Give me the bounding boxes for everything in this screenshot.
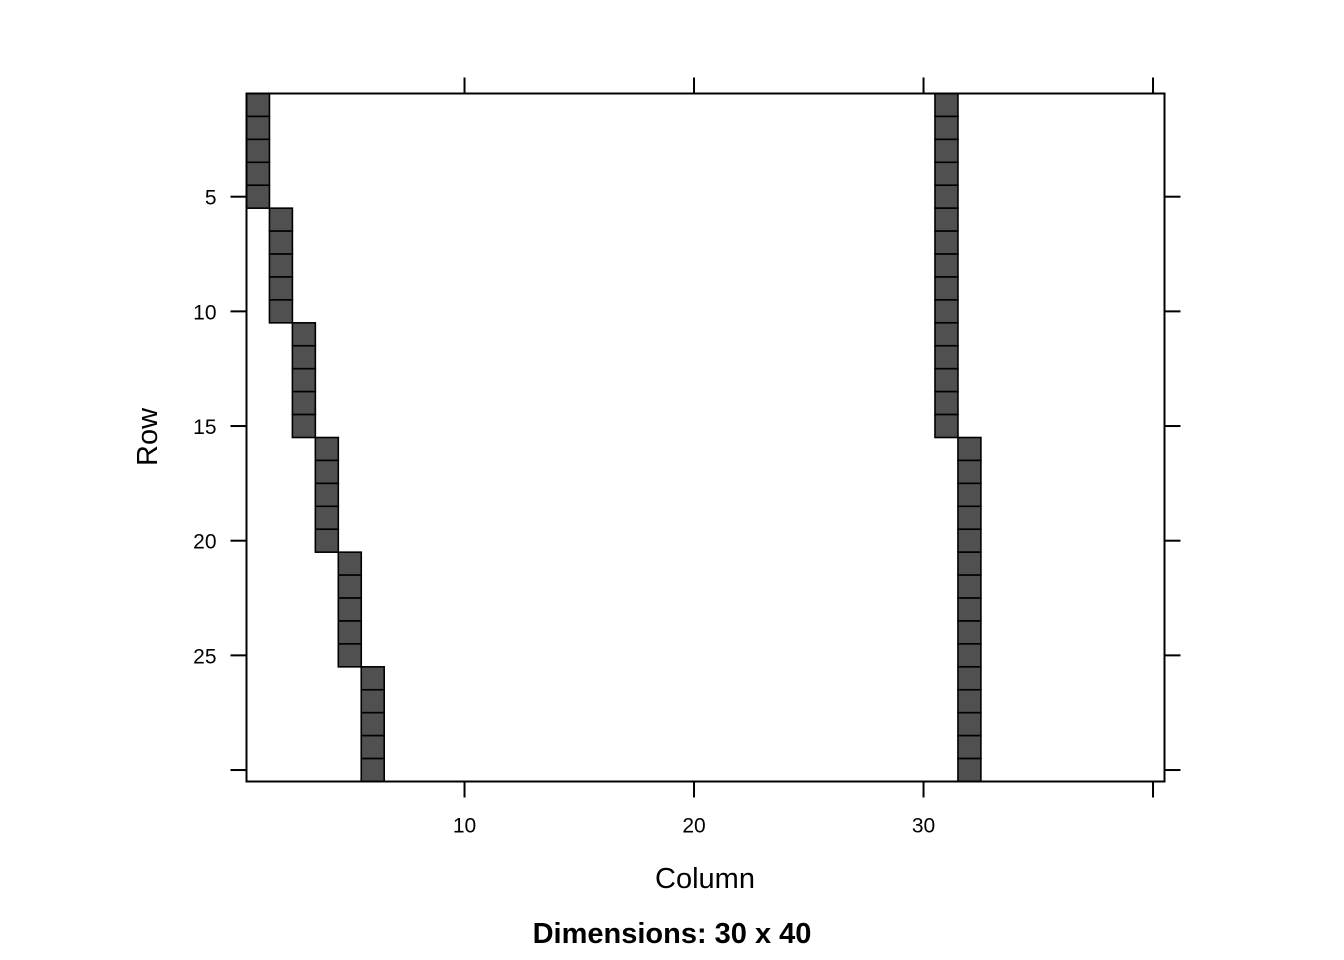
matrix-cell	[360, 734, 386, 760]
matrix-cell	[957, 666, 982, 691]
dimensions-subtitle: Dimensions: 30 x 40	[533, 918, 812, 950]
matrix-cell	[360, 757, 386, 783]
axis-ticks	[230, 77, 1181, 798]
matrix-cell	[957, 757, 982, 783]
matrix-cell	[957, 436, 982, 462]
matrix-cell	[934, 390, 959, 416]
matrix-cell	[314, 459, 340, 485]
matrix-cell	[360, 666, 386, 691]
matrix-cell	[957, 643, 982, 668]
x-tick-label: 20	[682, 815, 705, 838]
y-tick-label: 25	[193, 645, 216, 668]
y-tick-label: 5	[205, 187, 217, 210]
matrix-cell	[934, 344, 959, 370]
matrix-cell	[314, 436, 340, 462]
matrix-cell	[245, 184, 271, 209]
matrix-cell	[337, 643, 363, 668]
matrix-cell	[934, 115, 959, 141]
matrix-cell	[337, 597, 363, 622]
matrix-cell	[268, 299, 294, 324]
matrix-cell	[957, 620, 982, 645]
matrix-cell	[291, 322, 317, 347]
matrix-cell	[268, 207, 294, 232]
matrix-cell	[245, 138, 271, 164]
matrix-cell	[245, 92, 271, 118]
matrix-cell	[957, 459, 982, 485]
matrix-cell	[245, 115, 271, 141]
matrix-cell	[934, 299, 959, 324]
matrix-cell	[934, 161, 959, 187]
x-axis-title: Column	[655, 863, 755, 895]
matrix-cell	[337, 551, 363, 576]
matrix-cell	[934, 207, 959, 232]
matrix-cell	[337, 620, 363, 645]
matrix-cell	[934, 138, 959, 164]
matrix-cells	[245, 92, 982, 783]
matrix-cell	[291, 413, 317, 439]
matrix-cell	[957, 574, 982, 599]
y-tick-label: 20	[193, 531, 216, 554]
matrix-cell	[934, 413, 959, 439]
matrix-cell	[314, 505, 340, 531]
matrix-cell	[291, 344, 317, 370]
y-axis-title: Row	[132, 407, 164, 466]
matrix-cell	[291, 390, 317, 416]
x-tick-label: 30	[912, 815, 935, 838]
matrix-cell	[957, 597, 982, 622]
matrix-cell	[934, 92, 959, 118]
matrix-cell	[314, 528, 340, 553]
matrix-cell	[957, 505, 982, 531]
matrix-cell	[934, 322, 959, 347]
matrix-cell	[957, 688, 982, 714]
y-tick-label: 10	[193, 301, 216, 324]
matrix-cell	[268, 276, 294, 301]
matrix-cell	[268, 253, 294, 278]
matrix-cell	[291, 367, 317, 393]
matrix-cell	[957, 711, 982, 737]
matrix-cell	[360, 688, 386, 714]
matrix-cell	[934, 276, 959, 301]
matrix-cell	[934, 367, 959, 393]
matrix-cell	[957, 528, 982, 553]
matrix-cell	[957, 482, 982, 508]
matrix-cell	[934, 184, 959, 209]
plot-panel-border	[245, 92, 1166, 783]
x-tick-label: 10	[453, 815, 476, 838]
matrix-cell	[934, 253, 959, 278]
matrix-cell	[268, 230, 294, 255]
matrix-cell	[934, 230, 959, 255]
matrix-cell	[957, 734, 982, 760]
matrix-cell	[337, 574, 363, 599]
tick-labels: 10 20 30 5 10 15 20 25	[193, 187, 935, 838]
matrix-cell	[360, 711, 386, 737]
matrix-cell	[314, 482, 340, 508]
y-tick-label: 15	[193, 416, 216, 439]
matrix-cell	[957, 551, 982, 576]
matrix-cell	[245, 161, 271, 187]
